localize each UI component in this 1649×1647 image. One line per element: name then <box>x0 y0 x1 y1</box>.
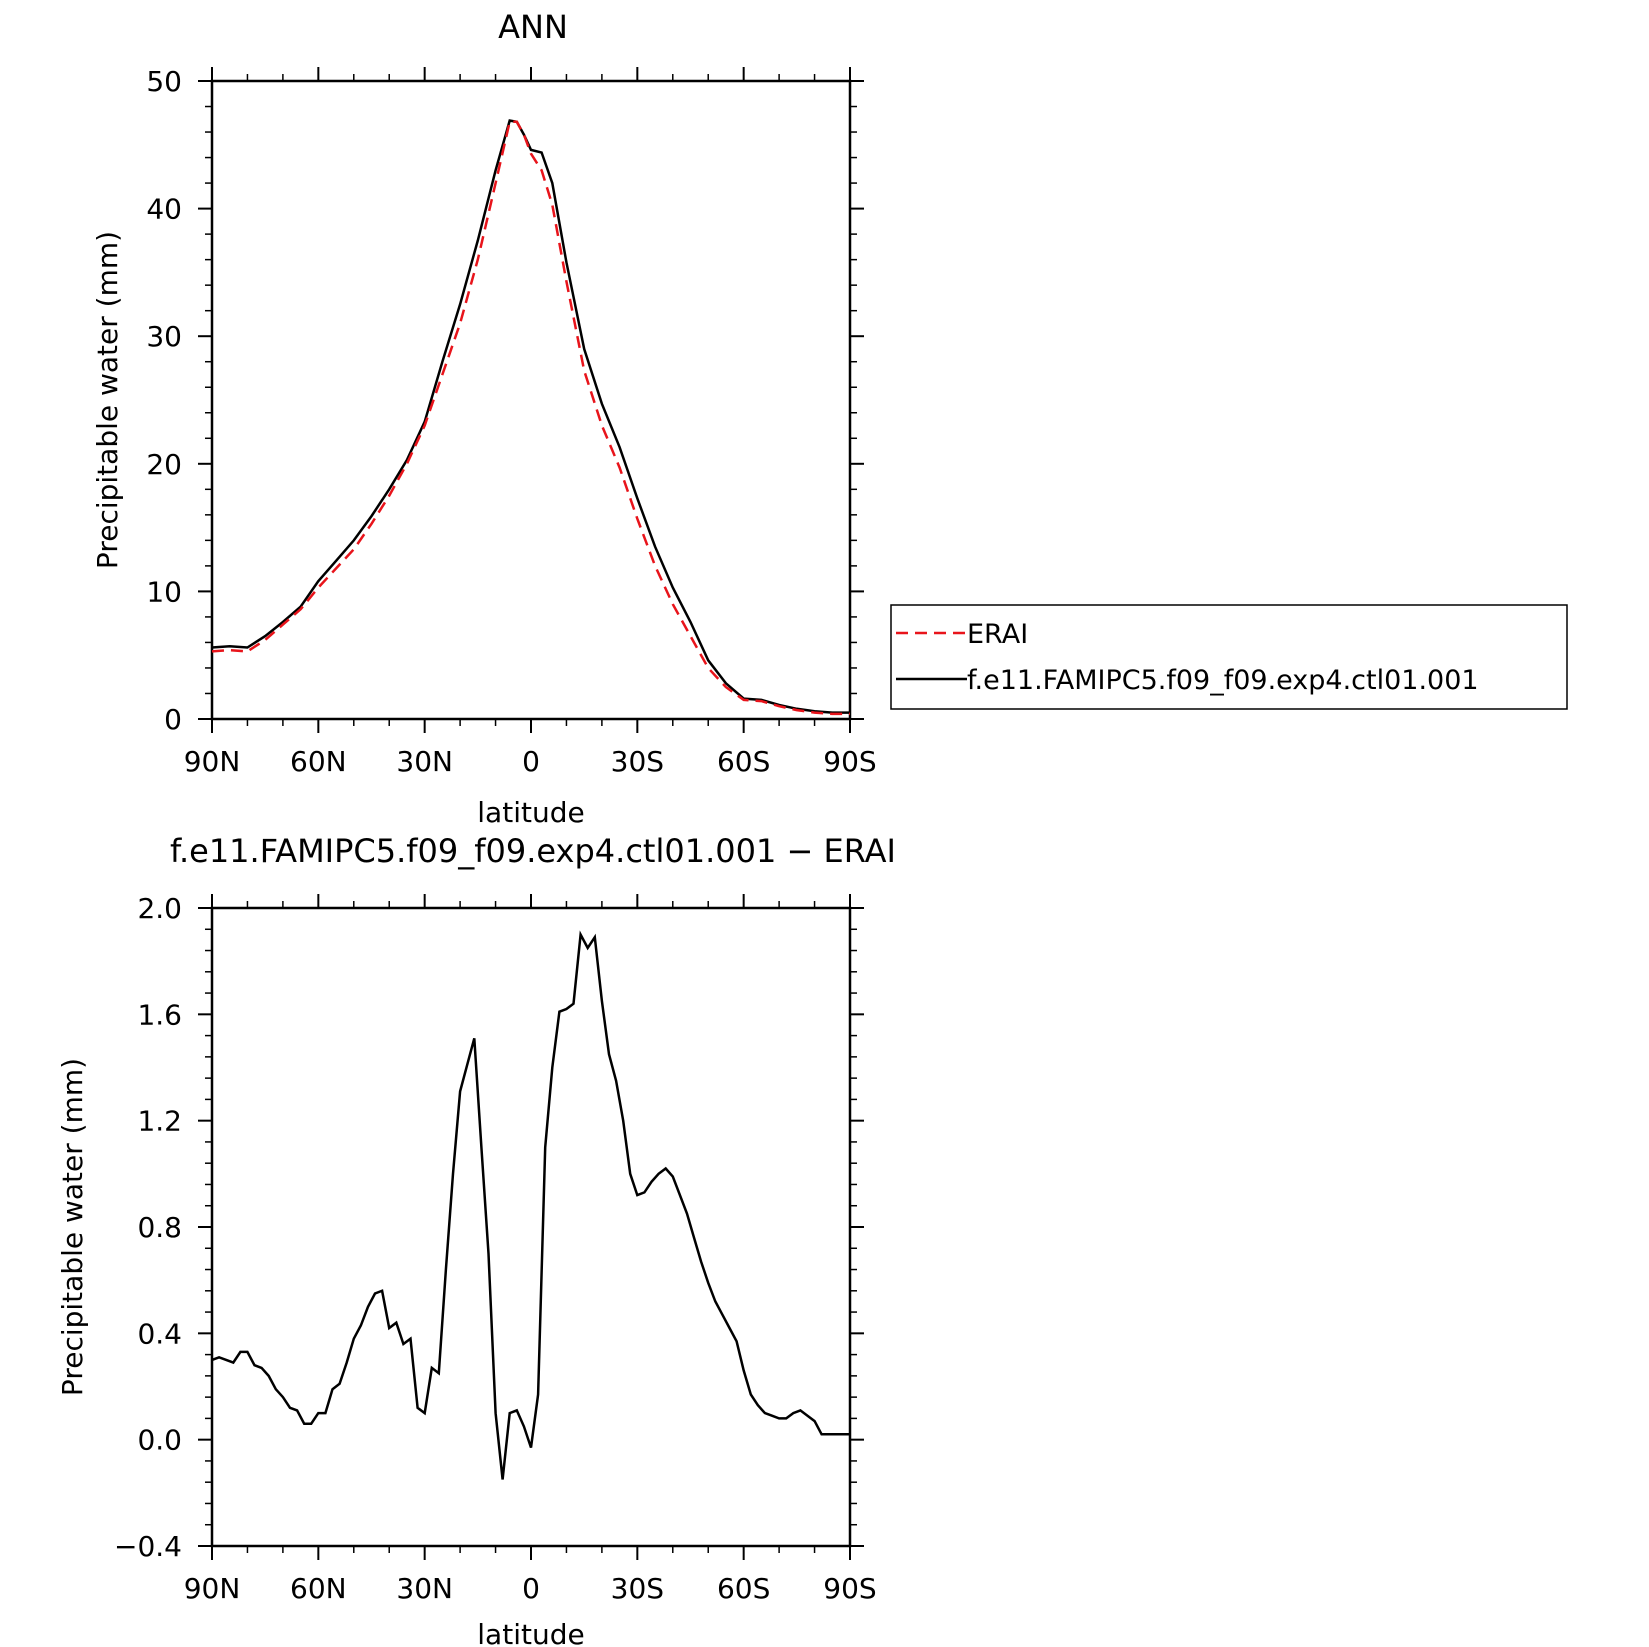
top-chart-title: ANN <box>498 8 568 46</box>
x-tick-label: 0 <box>522 745 540 778</box>
top-x-axis-label: latitude <box>477 796 584 829</box>
x-tick-label: 90N <box>184 1572 241 1605</box>
top-y-tick-labels: 0 10 20 30 40 50 <box>146 65 182 736</box>
x-tick-label: 30N <box>396 1572 453 1605</box>
series-line-model <box>211 119 850 714</box>
bottom-x-tick-labels: 90N 60N 30N 0 30S 60S 90S <box>184 1572 877 1605</box>
x-tick-label: 30S <box>611 1572 664 1605</box>
top-plot-frame <box>210 79 852 721</box>
bottom-ticks <box>198 894 864 1560</box>
top-y-axis-label: Precipitable water (mm) <box>91 231 124 569</box>
top-series <box>211 119 850 716</box>
x-tick-label: 90N <box>184 745 241 778</box>
x-tick-label: 90S <box>823 745 876 778</box>
x-tick-label: 30N <box>396 745 453 778</box>
legend-box <box>890 604 1568 710</box>
bottom-y-axis-label: Precipitable water (mm) <box>56 1058 89 1396</box>
x-tick-label: 60S <box>717 745 770 778</box>
y-tick-label: 0.0 <box>137 1424 182 1457</box>
y-tick-label: 40 <box>146 193 182 226</box>
y-tick-label: 20 <box>146 448 182 481</box>
bottom-x-axis-label: latitude <box>477 1618 584 1647</box>
top-ticks <box>198 67 864 733</box>
legend-label-erai: ERAI <box>967 619 1028 650</box>
bottom-series <box>211 930 850 1480</box>
x-tick-label: 30S <box>611 745 664 778</box>
y-tick-label: −0.4 <box>114 1530 182 1563</box>
bottom-chart-title: f.e11.FAMIPC5.f09_f09.exp4.ctl01.001 − E… <box>170 832 896 870</box>
y-tick-label: 0.4 <box>137 1317 182 1350</box>
y-tick-label: 30 <box>146 320 182 353</box>
y-tick-label: 1.2 <box>137 1105 182 1138</box>
x-tick-label: 0 <box>522 1572 540 1605</box>
y-tick-label: 10 <box>146 575 182 608</box>
legend: ERAI f.e11.FAMIPC5.f09_f09.exp4.ctl01.00… <box>890 604 1568 710</box>
legend-label-model: f.e11.FAMIPC5.f09_f09.exp4.ctl01.001 <box>967 665 1479 696</box>
x-tick-label: 90S <box>823 1572 876 1605</box>
y-tick-label: 0 <box>164 703 182 736</box>
top-x-tick-labels: 90N 60N 30N 0 30S 60S 90S <box>184 745 877 778</box>
bottom-plot-frame <box>210 906 852 1548</box>
x-tick-label: 60S <box>717 1572 770 1605</box>
y-tick-label: 0.8 <box>137 1211 182 1244</box>
y-tick-label: 1.6 <box>137 998 182 1031</box>
top-panel: ANN 0 10 20 30 40 50 90N 60N 30N 0 30S 60S 90S lati… <box>91 8 1568 829</box>
x-tick-label: 60N <box>290 745 347 778</box>
bottom-panel: f.e11.FAMIPC5.f09_f09.exp4.ctl01.001 − E… <box>56 832 896 1647</box>
x-tick-label: 60N <box>290 1572 347 1605</box>
bottom-y-tick-labels: −0.4 0.0 0.4 0.8 1.2 1.6 2.0 <box>114 892 182 1563</box>
y-tick-label: 2.0 <box>137 892 182 925</box>
series-line-erai <box>211 120 850 716</box>
series-line-difference <box>211 930 850 1480</box>
y-tick-label: 50 <box>146 65 182 98</box>
